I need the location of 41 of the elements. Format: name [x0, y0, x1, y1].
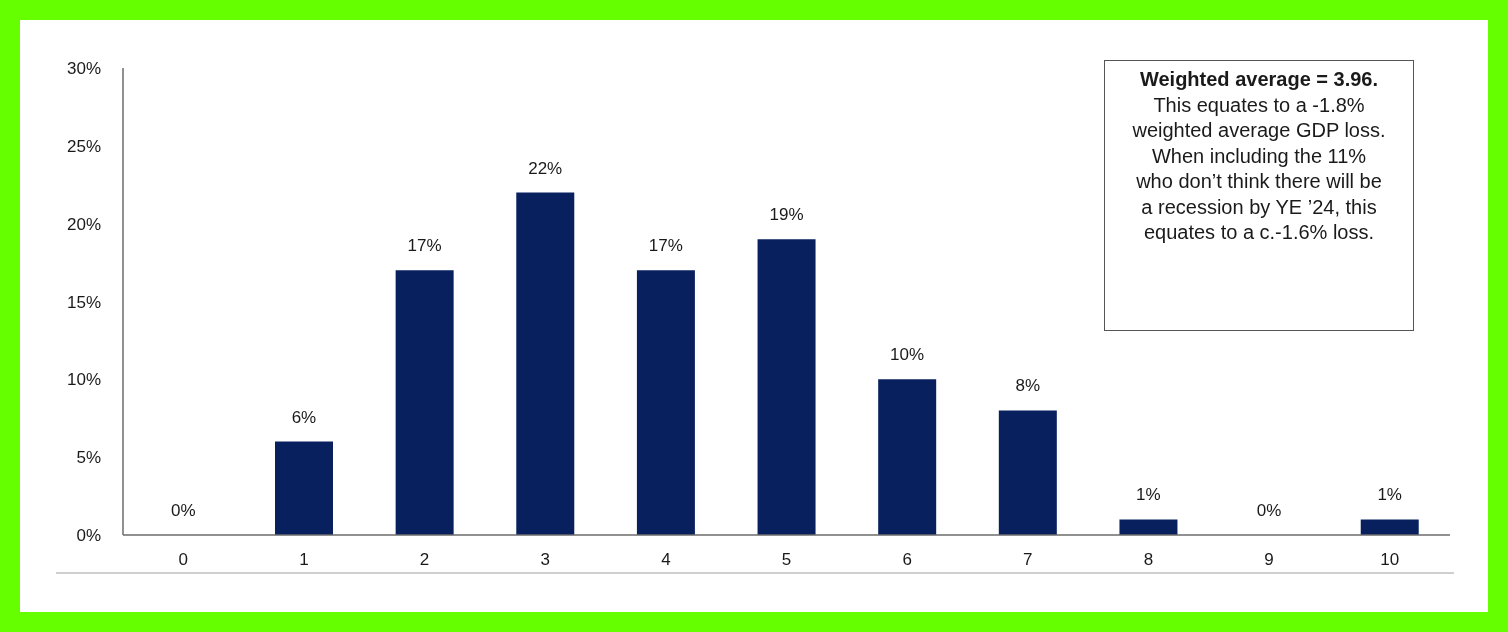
data-label: 1%	[1377, 485, 1402, 505]
x-tick-label: 9	[1264, 550, 1274, 570]
x-tick-label: 5	[781, 550, 792, 570]
data-label: 6%	[291, 407, 317, 427]
y-tick-label: 15%	[66, 292, 101, 312]
y-tick-label: 10%	[66, 370, 101, 390]
x-tick-label: 6	[902, 550, 912, 570]
bar	[757, 239, 816, 535]
x-tick-label: 3	[540, 550, 550, 570]
text-box: Weighted average = 3.96. This equates to a -1.8% weighted average GDP loss. When including the 11% who don’t think there will be a recession by YE ’24, this equates to a c.-1.6% loss.	[1104, 60, 1414, 331]
x-tick-label: 2	[419, 550, 430, 570]
bar	[516, 192, 575, 535]
annotation: Weighted average = 3.96.	[1138, 67, 1380, 92]
data-label: 17%	[407, 236, 442, 256]
x-tick-label: 7	[1023, 550, 1033, 570]
y-tick-label: 25%	[66, 136, 101, 156]
y-tick-label: 30%	[66, 59, 101, 79]
bar	[878, 379, 937, 535]
x-tick-label: 10	[1380, 550, 1400, 570]
data-label: 1%	[1136, 485, 1161, 505]
bar	[1360, 519, 1419, 535]
x-tick-label: 4	[661, 550, 671, 570]
data-label: 10%	[890, 345, 925, 365]
bar	[1119, 519, 1178, 535]
bar	[395, 270, 454, 535]
bar	[275, 441, 333, 535]
y-tick-label: 20%	[66, 214, 101, 234]
y-tick-label: 0%	[76, 526, 101, 546]
data-label: 8%	[1015, 376, 1041, 396]
annotation: This equates to a -1.8% weighted average GDP loss. When including the 11% who don’t think there will be a recession by YE ’24, this equates to a c.-1.6% loss.	[1131, 92, 1387, 245]
data-label: 22%	[528, 158, 563, 178]
bar	[998, 410, 1057, 535]
data-label: 17%	[648, 236, 683, 256]
y-tick-label: 5%	[76, 448, 101, 468]
data-label: 0%	[1256, 501, 1282, 520]
bar	[636, 270, 695, 535]
x-tick-label: 1	[299, 550, 309, 570]
data-label: 0%	[171, 501, 196, 520]
x-tick-label: 8	[1143, 550, 1154, 570]
data-label: 19%	[769, 205, 804, 225]
x-tick-label: 0	[178, 550, 189, 570]
